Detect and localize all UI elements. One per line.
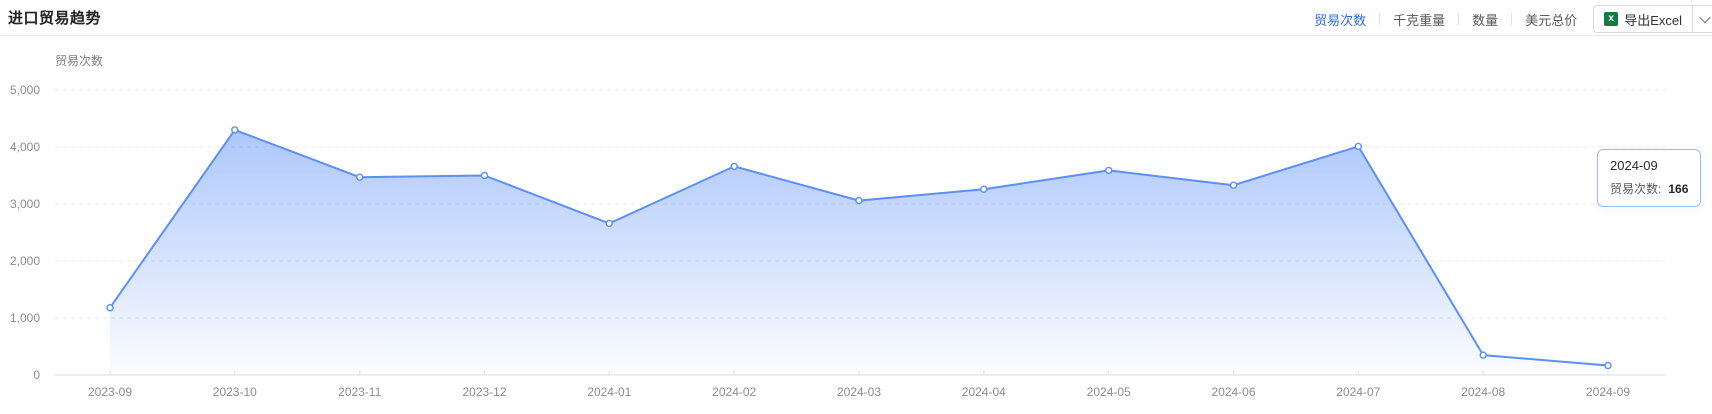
tab-trade-count[interactable]: 贸易次数: [1314, 12, 1367, 28]
x-tick-label: 2023-09: [88, 385, 132, 399]
y-tick-label: 3,000: [10, 197, 40, 211]
area-fill: [110, 129, 1608, 375]
tab-divider: [1511, 13, 1513, 25]
y-tick-label: 5,000: [10, 83, 40, 97]
tooltip-metric-label: 贸易次数:: [1610, 182, 1662, 196]
data-point-2024-08[interactable]: [1479, 351, 1487, 359]
y-axis-title: 贸易次数: [55, 54, 104, 68]
data-point-2024-09[interactable]: [1604, 361, 1612, 370]
data-point-2023-10[interactable]: [231, 126, 239, 134]
tab-usd-total[interactable]: 美元总价: [1525, 12, 1578, 28]
x-tick-label: 2024-02: [712, 385, 756, 399]
tab-divider: [1379, 13, 1381, 25]
data-point-2024-06[interactable]: [1229, 181, 1238, 189]
tab-quantity[interactable]: 数量: [1472, 12, 1499, 28]
export-excel-split-button: x 导出Excel: [1593, 5, 1712, 33]
x-tick-label: 2023-10: [213, 385, 257, 399]
data-point-2024-05[interactable]: [1104, 166, 1113, 175]
x-tick-label: 2024-04: [962, 385, 1006, 399]
page-title: 进口贸易趋势: [8, 10, 102, 27]
data-point-2023-09[interactable]: [106, 304, 114, 312]
data-point-2023-12[interactable]: [480, 171, 489, 180]
excel-icon: x: [1604, 12, 1619, 26]
x-tick-label: 2024-01: [587, 385, 631, 399]
export-excel-label: 导出Excel: [1624, 12, 1682, 28]
tooltip-metric-value: 166: [1668, 182, 1689, 196]
y-tick-label: 4,000: [10, 140, 40, 154]
x-tick-label: 2024-07: [1336, 385, 1380, 399]
header-divider: [0, 35, 1712, 36]
metric-toolbar: 贸易次数 千克重量 数量 美元总价 x 导出Excel: [1314, 5, 1712, 33]
tab-divider: [1458, 13, 1460, 25]
x-tick-label: 2023-11: [338, 385, 381, 399]
y-tick-label: 2,000: [10, 254, 40, 268]
tooltip-metric-row: 贸易次数: 166: [1610, 180, 1688, 197]
x-tick-label: 2024-03: [837, 385, 881, 399]
data-point-2024-03[interactable]: [855, 196, 863, 205]
export-excel-button[interactable]: x 导出Excel: [1594, 6, 1693, 32]
x-tick-label: 2024-09: [1586, 385, 1630, 399]
x-tick-label: 2024-06: [1211, 385, 1255, 399]
data-point-2024-07[interactable]: [1354, 142, 1363, 151]
x-tick-label: 2024-08: [1461, 385, 1505, 399]
y-tick-label: 0: [33, 368, 40, 382]
data-point-2024-04[interactable]: [980, 185, 988, 193]
chart-tooltip: 2024-09 贸易次数: 166: [1597, 149, 1702, 207]
tooltip-date: 2024-09: [1610, 158, 1658, 173]
x-tick-label: 2024-05: [1087, 385, 1131, 399]
data-point-2024-02[interactable]: [730, 162, 738, 171]
y-tick-label: 1,000: [10, 311, 40, 325]
tab-kg-weight[interactable]: 千克重量: [1393, 12, 1446, 28]
data-point-2023-11[interactable]: [356, 173, 364, 181]
data-point-2024-01[interactable]: [605, 219, 613, 228]
x-tick-label: 2023-12: [462, 385, 506, 399]
